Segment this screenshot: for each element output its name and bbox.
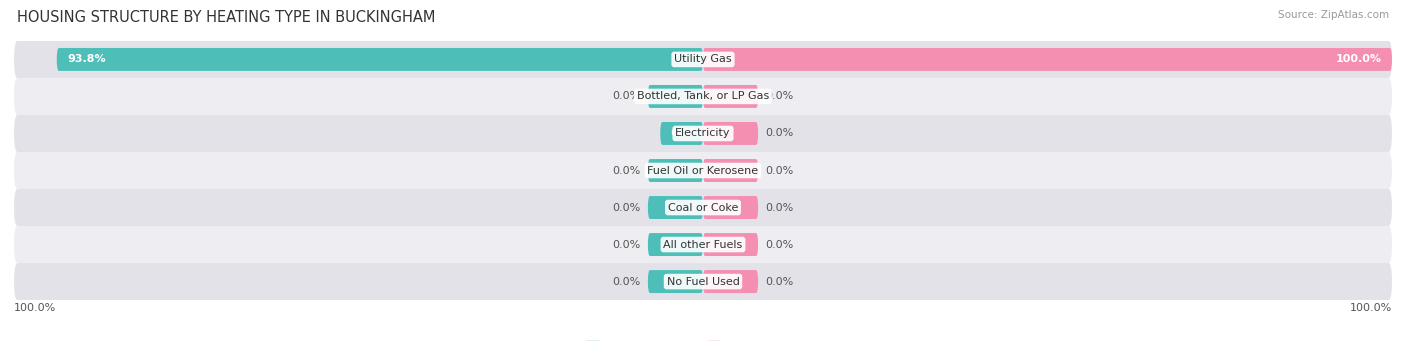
FancyBboxPatch shape (14, 78, 1392, 115)
Text: HOUSING STRUCTURE BY HEATING TYPE IN BUCKINGHAM: HOUSING STRUCTURE BY HEATING TYPE IN BUC… (17, 10, 436, 25)
FancyBboxPatch shape (648, 233, 703, 256)
Text: 100.0%: 100.0% (1350, 303, 1392, 313)
FancyBboxPatch shape (703, 270, 758, 293)
FancyBboxPatch shape (14, 152, 1392, 189)
Text: 0.0%: 0.0% (765, 91, 793, 102)
Text: 0.0%: 0.0% (765, 129, 793, 138)
FancyBboxPatch shape (703, 85, 758, 108)
Text: 0.0%: 0.0% (613, 165, 641, 176)
FancyBboxPatch shape (14, 115, 1392, 152)
FancyBboxPatch shape (14, 263, 1392, 300)
Text: Fuel Oil or Kerosene: Fuel Oil or Kerosene (647, 165, 759, 176)
Text: 0.0%: 0.0% (613, 91, 641, 102)
Text: 0.0%: 0.0% (765, 239, 793, 250)
Text: 0.0%: 0.0% (765, 203, 793, 212)
Text: All other Fuels: All other Fuels (664, 239, 742, 250)
Text: 100.0%: 100.0% (1336, 55, 1382, 64)
Text: 0.0%: 0.0% (613, 239, 641, 250)
FancyBboxPatch shape (648, 85, 703, 108)
Text: 0.0%: 0.0% (613, 203, 641, 212)
FancyBboxPatch shape (648, 196, 703, 219)
Text: Electricity: Electricity (675, 129, 731, 138)
Text: 0.0%: 0.0% (765, 277, 793, 286)
FancyBboxPatch shape (14, 226, 1392, 263)
FancyBboxPatch shape (56, 48, 703, 71)
FancyBboxPatch shape (703, 48, 1392, 71)
Text: No Fuel Used: No Fuel Used (666, 277, 740, 286)
Text: 100.0%: 100.0% (14, 303, 56, 313)
Text: 0.0%: 0.0% (765, 165, 793, 176)
FancyBboxPatch shape (14, 41, 1392, 78)
Text: Bottled, Tank, or LP Gas: Bottled, Tank, or LP Gas (637, 91, 769, 102)
FancyBboxPatch shape (703, 122, 758, 145)
Text: Utility Gas: Utility Gas (675, 55, 731, 64)
Text: Coal or Coke: Coal or Coke (668, 203, 738, 212)
FancyBboxPatch shape (703, 233, 758, 256)
FancyBboxPatch shape (703, 159, 758, 182)
Text: 6.2%: 6.2% (671, 129, 702, 138)
FancyBboxPatch shape (14, 189, 1392, 226)
FancyBboxPatch shape (703, 196, 758, 219)
Text: 0.0%: 0.0% (613, 277, 641, 286)
Text: 93.8%: 93.8% (67, 55, 105, 64)
FancyBboxPatch shape (648, 159, 703, 182)
FancyBboxPatch shape (661, 122, 703, 145)
Text: Source: ZipAtlas.com: Source: ZipAtlas.com (1278, 10, 1389, 20)
FancyBboxPatch shape (648, 270, 703, 293)
